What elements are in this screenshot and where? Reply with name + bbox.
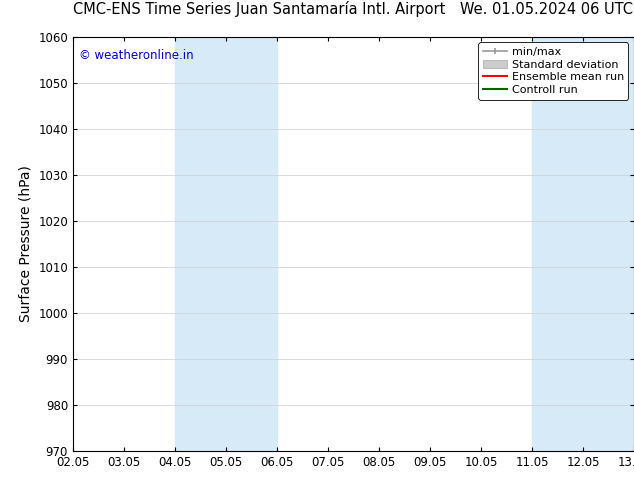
Text: CMC-ENS Time Series Juan Santamaría Intl. Airport: CMC-ENS Time Series Juan Santamaría Intl…: [73, 1, 445, 17]
Y-axis label: Surface Pressure (hPa): Surface Pressure (hPa): [19, 165, 33, 322]
Text: © weatheronline.in: © weatheronline.in: [79, 49, 193, 62]
Bar: [532, 37, 634, 451]
Bar: [175, 37, 277, 451]
Text: We. 01.05.2024 06 UTC: We. 01.05.2024 06 UTC: [460, 2, 633, 17]
Legend: min/max, Standard deviation, Ensemble mean run, Controll run: min/max, Standard deviation, Ensemble me…: [479, 42, 628, 99]
